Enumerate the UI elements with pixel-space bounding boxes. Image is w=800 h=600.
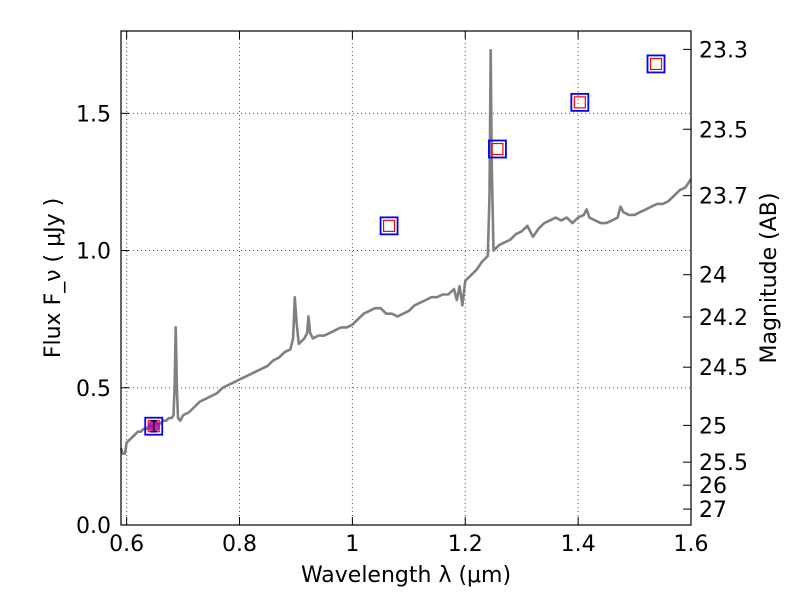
x-tick-label: 1 [345,532,359,557]
photometry-marker-outer [379,216,399,236]
y-axis-right-label: Magnitude (AB) [757,193,782,364]
photometry-marker-outer [488,139,507,159]
photometry-marker-outer [646,54,666,74]
y-tick-label: 1.0 [76,240,111,265]
right-tick-label: 23.3 [699,38,748,63]
right-tick-label: 24.2 [699,306,748,331]
photometry-marker-inner [382,219,396,232]
right-tick-label: 25.5 [699,451,748,476]
right-tick-label: 27 [699,498,727,523]
x-axis-label: Wavelength λ (μm) [301,563,511,588]
plot-frame [120,30,692,526]
y-axis-label: Flux F_ν ( μJy ) [41,198,66,358]
right-tick-label: 23.7 [699,185,748,210]
right-tick-label: 24 [699,264,727,289]
x-tick-label: 0.6 [109,532,144,557]
photometry-marker-outer [144,416,164,436]
right-tick-label: 23.5 [699,118,748,143]
x-tick-label: 1.6 [674,532,709,557]
x-tick-label: 0.8 [222,532,257,557]
tick-marks [121,31,692,526]
right-tick-label: 24.5 [699,356,748,381]
photometry-markers [144,54,666,436]
photometry-marker-inner [491,142,504,156]
grid-lines [121,31,692,526]
right-tick-label: 26 [699,474,727,499]
tick-labels: 0.6 0.8 1 1.2 1.4 1.6 0.0 0.5 1.0 1.5 23.3 23.5 23.7… [76,38,748,557]
y-tick-label: 0.5 [76,377,111,402]
right-tick-label: 25 [699,414,727,439]
spectrum-line [119,48,693,455]
y-tick-label: 1.5 [76,102,111,127]
x-tick-label: 1.2 [448,532,483,557]
photometry-marker-outer [570,92,590,112]
y-tick-label: 0.0 [76,514,111,539]
spectrum-series [119,48,693,455]
x-tick-label: 1.4 [561,532,596,557]
photometry-marker-inner [573,96,586,109]
photometry-marker-inner [649,57,663,71]
